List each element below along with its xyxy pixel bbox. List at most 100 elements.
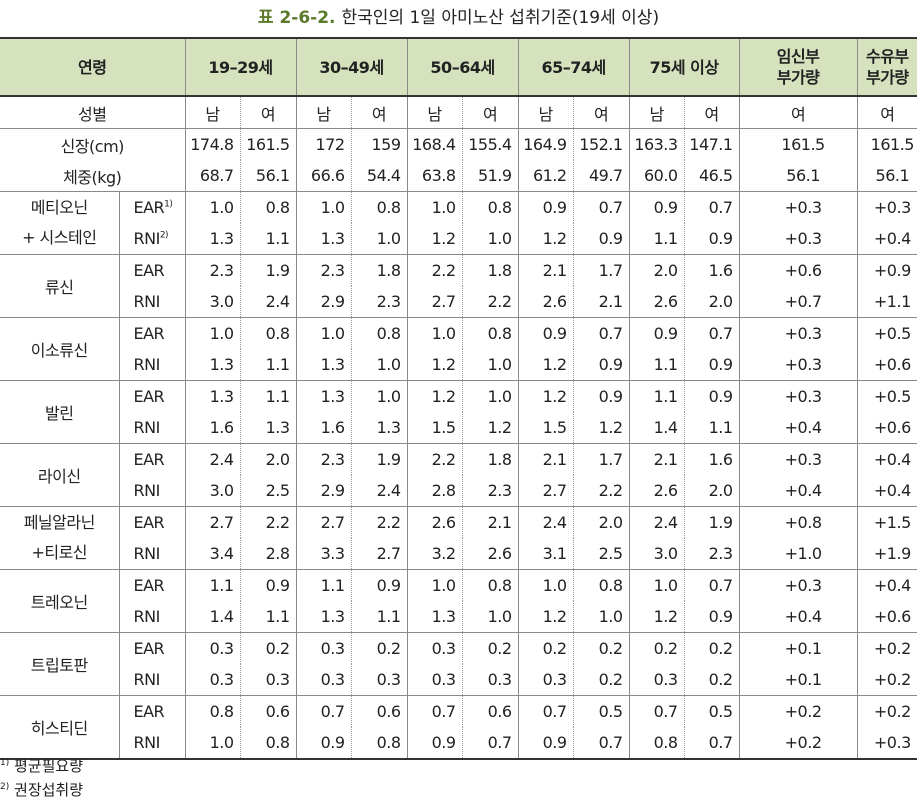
value-cell: 2.3 [350,286,408,318]
value-cell: 0.7 [683,191,740,223]
amino-acid-name: 이소류신 [0,317,119,381]
value-cell: 0.8 [461,191,519,223]
value-cell: 1.2 [628,601,685,633]
value-cell: 1.2 [406,223,463,255]
value-cell: 1.0 [461,349,519,381]
rni-label: RNI [133,544,161,563]
value-cell: 0.3 [239,664,297,696]
value-cell: 1.0 [572,601,630,633]
value-cell: +0.2 [856,664,917,696]
value-cell: 46.5 [683,160,740,192]
value-cell: 2.4 [184,443,241,475]
value-cell: 0.8 [239,191,297,223]
value-cell: 0.9 [572,349,630,381]
type-cell: EAR [118,254,186,286]
value-cell: 0.9 [683,601,740,633]
value-cell: 0.9 [350,569,408,601]
value-cell: +0.1 [738,632,858,664]
amino-acid-name-line1: 트레오닌 [30,593,88,612]
rni-label: RNI [133,670,161,689]
value-cell: 1.1 [628,349,685,381]
amino-ear-row: 라이신 EAR 2.4 2.0 2.3 1.9 2.2 1.8 2.1 1.7 2.1 1.6 +0.3… [0,443,917,507]
value-cell: 2.3 [683,538,740,570]
value-cell: +1.1 [856,286,917,318]
value-cell: 1.0 [295,191,352,223]
value-cell: +0.2 [738,695,858,727]
value-cell: 1.5 [406,412,463,444]
value-cell: 0.3 [517,664,574,696]
value-cell: 2.4 [628,506,685,538]
value-cell: 1.4 [184,601,241,633]
value-cell: 1.0 [406,569,463,601]
value-cell: +0.4 [738,601,858,633]
amino-acid-name: 라이신 [0,443,119,507]
value-cell: 172 [295,128,352,160]
value-cell: 1.2 [517,380,574,412]
value-cell: +0.4 [856,223,917,255]
value-cell: 1.6 [295,412,352,444]
weight-row: 체중(kg) 68.7 56.1 66.6 54.4 63.8 51.9 61.2 49.7 60… [0,160,917,192]
value-cell: +1.0 [738,538,858,570]
value-cell: 1.3 [295,223,352,255]
value-cell: 3.0 [628,538,685,570]
value-cell: 56.1 [856,160,917,192]
value-cell: 0.7 [683,317,740,349]
footnote-text: 평균필요량 [14,757,84,775]
age-group-header: 19–29세 [184,37,297,97]
type-cell: EAR [118,380,186,412]
amino-ear-row: 메티오닌 + 시스테인 EAR1) 1.0 0.8 1.0 0.8 1.0 0.8 0.9 0.7 0… [0,191,917,255]
ear-label: EAR [133,387,165,406]
ear-label: EAR [133,324,165,343]
value-cell: +0.3 [856,727,917,760]
value-cell: 2.6 [406,506,463,538]
value-cell: 1.2 [517,223,574,255]
value-cell: 1.1 [239,349,297,381]
value-cell: 0.8 [461,317,519,349]
value-cell: 2.0 [683,286,740,318]
value-cell: 여 [572,96,630,129]
ear-label: EAR [133,198,165,217]
value-cell: 2.6 [628,286,685,318]
amino-acid-name: 트레오닌 [0,569,119,633]
lactation-header-line1: 수유부 [865,47,909,66]
value-cell: 68.7 [184,160,241,192]
value-cell: 0.9 [406,727,463,760]
value-cell: +0.3 [738,317,858,349]
height-row: 신장(cm) 174.8 161.5 172 159 168.4 155.4 164.9 152… [0,128,917,160]
amino-acid-name-line1: 트립토판 [30,656,88,675]
amino-rni-row: RNI 0.3 0.3 0.3 0.3 0.3 0.3 0.3 0.2 0.3 0.2 +0.1 +0.… [0,664,917,696]
value-cell: 1.0 [350,223,408,255]
value-cell: 0.7 [295,695,352,727]
value-cell: +1.5 [856,506,917,538]
value-cell: +0.4 [856,443,917,475]
amino-acid-name-line2: + 시스테인 [22,228,97,247]
value-cell: 1.0 [406,191,463,223]
value-cell: 1.1 [239,223,297,255]
amino-rni-row: RNI 1.4 1.1 1.3 1.1 1.3 1.0 1.2 1.0 1.2 0.9 +0.4 +0.… [0,601,917,633]
value-cell: 2.7 [406,286,463,318]
value-cell: 0.9 [572,223,630,255]
value-cell: 0.9 [517,727,574,760]
value-cell: 1.8 [461,254,519,286]
value-cell: 여 [683,96,740,129]
value-cell: 2.8 [239,538,297,570]
value-cell: +0.5 [856,317,917,349]
ear-label: EAR [133,576,165,595]
value-cell: 0.9 [683,349,740,381]
type-cell: RNI [118,664,186,696]
amino-rni-row: RNI 3.4 2.8 3.3 2.7 3.2 2.6 3.1 2.5 3.0 2.3 +1.0 +1.… [0,538,917,570]
rni-label: RNI [133,229,161,248]
value-cell: 1.5 [517,412,574,444]
rni-label: RNI [133,292,161,311]
footnote-marker: 1) [164,199,173,210]
footnote: 1) 평균필요량 [0,754,917,778]
rni-label: RNI [133,355,161,374]
sex-row: 성별 남 여 남 여 남 여 남 여 남 여 여 여 [0,96,917,129]
value-cell: 63.8 [406,160,463,192]
value-cell: 2.9 [295,286,352,318]
amino-acid-name-line1: 히스티딘 [30,719,88,738]
value-cell: 1.0 [184,191,241,223]
value-cell: 0.3 [628,664,685,696]
value-cell: 0.2 [572,632,630,664]
value-cell: 0.5 [683,695,740,727]
